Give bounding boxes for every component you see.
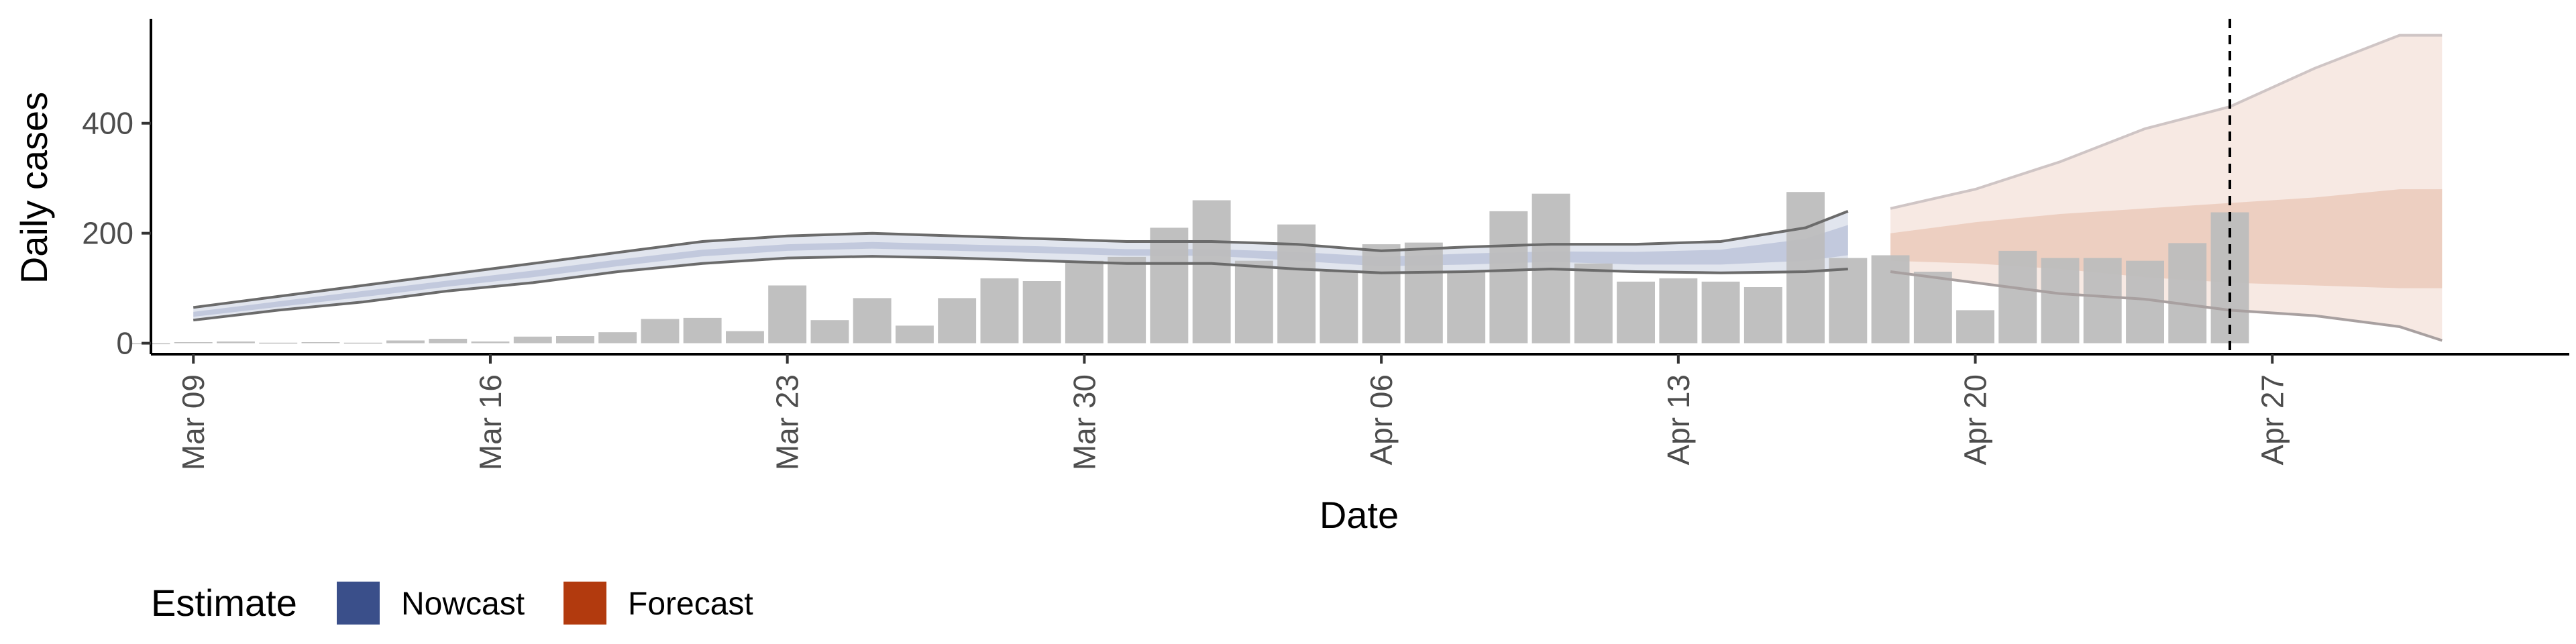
legend: Estimate Nowcast Forecast	[151, 582, 753, 625]
legend-label-nowcast: Nowcast	[401, 586, 525, 622]
x-tick-label-2020-03-23: Mar 23	[770, 374, 805, 470]
bar-2020-03-11	[259, 342, 298, 344]
bar-2020-04-02	[1192, 200, 1231, 343]
bar-2020-04-25	[2168, 243, 2207, 343]
bar-2020-04-12	[1617, 281, 1655, 343]
bar-2020-04-19	[1913, 272, 1952, 343]
bar-2020-03-19	[598, 332, 637, 343]
y-tick-label-0: 0	[116, 326, 133, 361]
bar-2020-04-23	[2083, 258, 2122, 343]
x-axis-title: Date	[1320, 494, 1399, 536]
x-tick-label-2020-03-09: Mar 09	[176, 374, 211, 470]
legend-label-forecast: Forecast	[628, 586, 753, 622]
bar-2020-04-06	[1362, 244, 1401, 343]
x-tick-label-2020-03-16: Mar 16	[473, 374, 508, 470]
y-tick-label-400: 400	[82, 106, 133, 141]
bar-2020-03-28	[980, 278, 1019, 343]
axes-layer: 0 200 400 Mar 09 Mar 16 Mar 23 Mar 30 Apr 06 Apr…	[82, 19, 2569, 470]
bar-2020-03-23	[768, 285, 807, 343]
forecast-ribbon-90	[1890, 35, 2443, 341]
bar-2020-04-01	[1150, 227, 1189, 343]
bar-2020-03-30	[1065, 260, 1104, 343]
bar-2020-03-12	[301, 342, 340, 343]
forecast-upper-line	[1890, 34, 2443, 210]
y-tick-label-200: 200	[82, 216, 133, 251]
bar-2020-03-29	[1022, 281, 1061, 343]
bar-2020-03-22	[726, 331, 764, 343]
bar-2020-04-21	[1998, 250, 2037, 343]
bar-2020-03-13	[343, 342, 382, 344]
x-tick-label-2020-04-06: Apr 06	[1364, 374, 1399, 466]
bar-2020-03-27	[938, 298, 977, 343]
bar-2020-04-13	[1659, 278, 1698, 343]
bar-2020-04-18	[1871, 255, 1910, 343]
nowcast-upper-line	[193, 210, 1849, 309]
forecast-lower-line	[1890, 270, 2443, 342]
bar-2020-03-20	[641, 319, 680, 343]
bar-2020-04-07	[1404, 242, 1443, 343]
bar-2020-03-21	[683, 317, 722, 343]
legend-title: Estimate	[151, 582, 297, 624]
bar-2020-04-15	[1743, 287, 1782, 343]
bar-2020-04-09	[1489, 211, 1528, 343]
bar-2020-03-17	[513, 336, 552, 343]
bar-2020-04-05	[1320, 272, 1358, 343]
legend-swatch-forecast	[564, 582, 606, 625]
x-tick-label-2020-04-20: Apr 20	[1958, 374, 1993, 466]
nowcast-lower-line	[193, 255, 1848, 322]
bar-2020-04-11	[1574, 263, 1613, 343]
ribbon-outline-layer	[193, 34, 2443, 342]
y-axis-title: Daily cases	[13, 92, 55, 284]
bar-2020-04-14	[1701, 281, 1740, 343]
bar-2020-04-08	[1447, 272, 1486, 343]
bar-2020-03-24	[810, 320, 849, 343]
bar-2020-03-09	[174, 342, 213, 343]
bar-2020-04-16	[1786, 192, 1825, 343]
bar-2020-03-14	[386, 340, 425, 343]
x-tick-label-2020-04-27: Apr 27	[2255, 374, 2290, 466]
x-tick-label-2020-04-13: Apr 13	[1661, 374, 1696, 466]
legend-swatch-nowcast	[337, 582, 380, 625]
bar-2020-03-25	[853, 298, 892, 343]
bar-2020-04-17	[1829, 258, 1868, 343]
bar-2020-03-18	[556, 336, 594, 343]
bar-2020-04-22	[2041, 258, 2080, 343]
bar-2020-04-20	[1956, 310, 1994, 343]
x-tick-label-2020-03-30: Mar 30	[1067, 374, 1102, 470]
bar-2020-03-16	[471, 341, 510, 343]
bar-2020-03-10	[217, 341, 255, 343]
bar-2020-03-26	[896, 325, 934, 343]
bar-2020-03-15	[429, 339, 468, 343]
bar-2020-03-31	[1108, 256, 1146, 343]
bar-2020-04-03	[1234, 260, 1273, 343]
bar-2020-04-04	[1277, 224, 1316, 343]
